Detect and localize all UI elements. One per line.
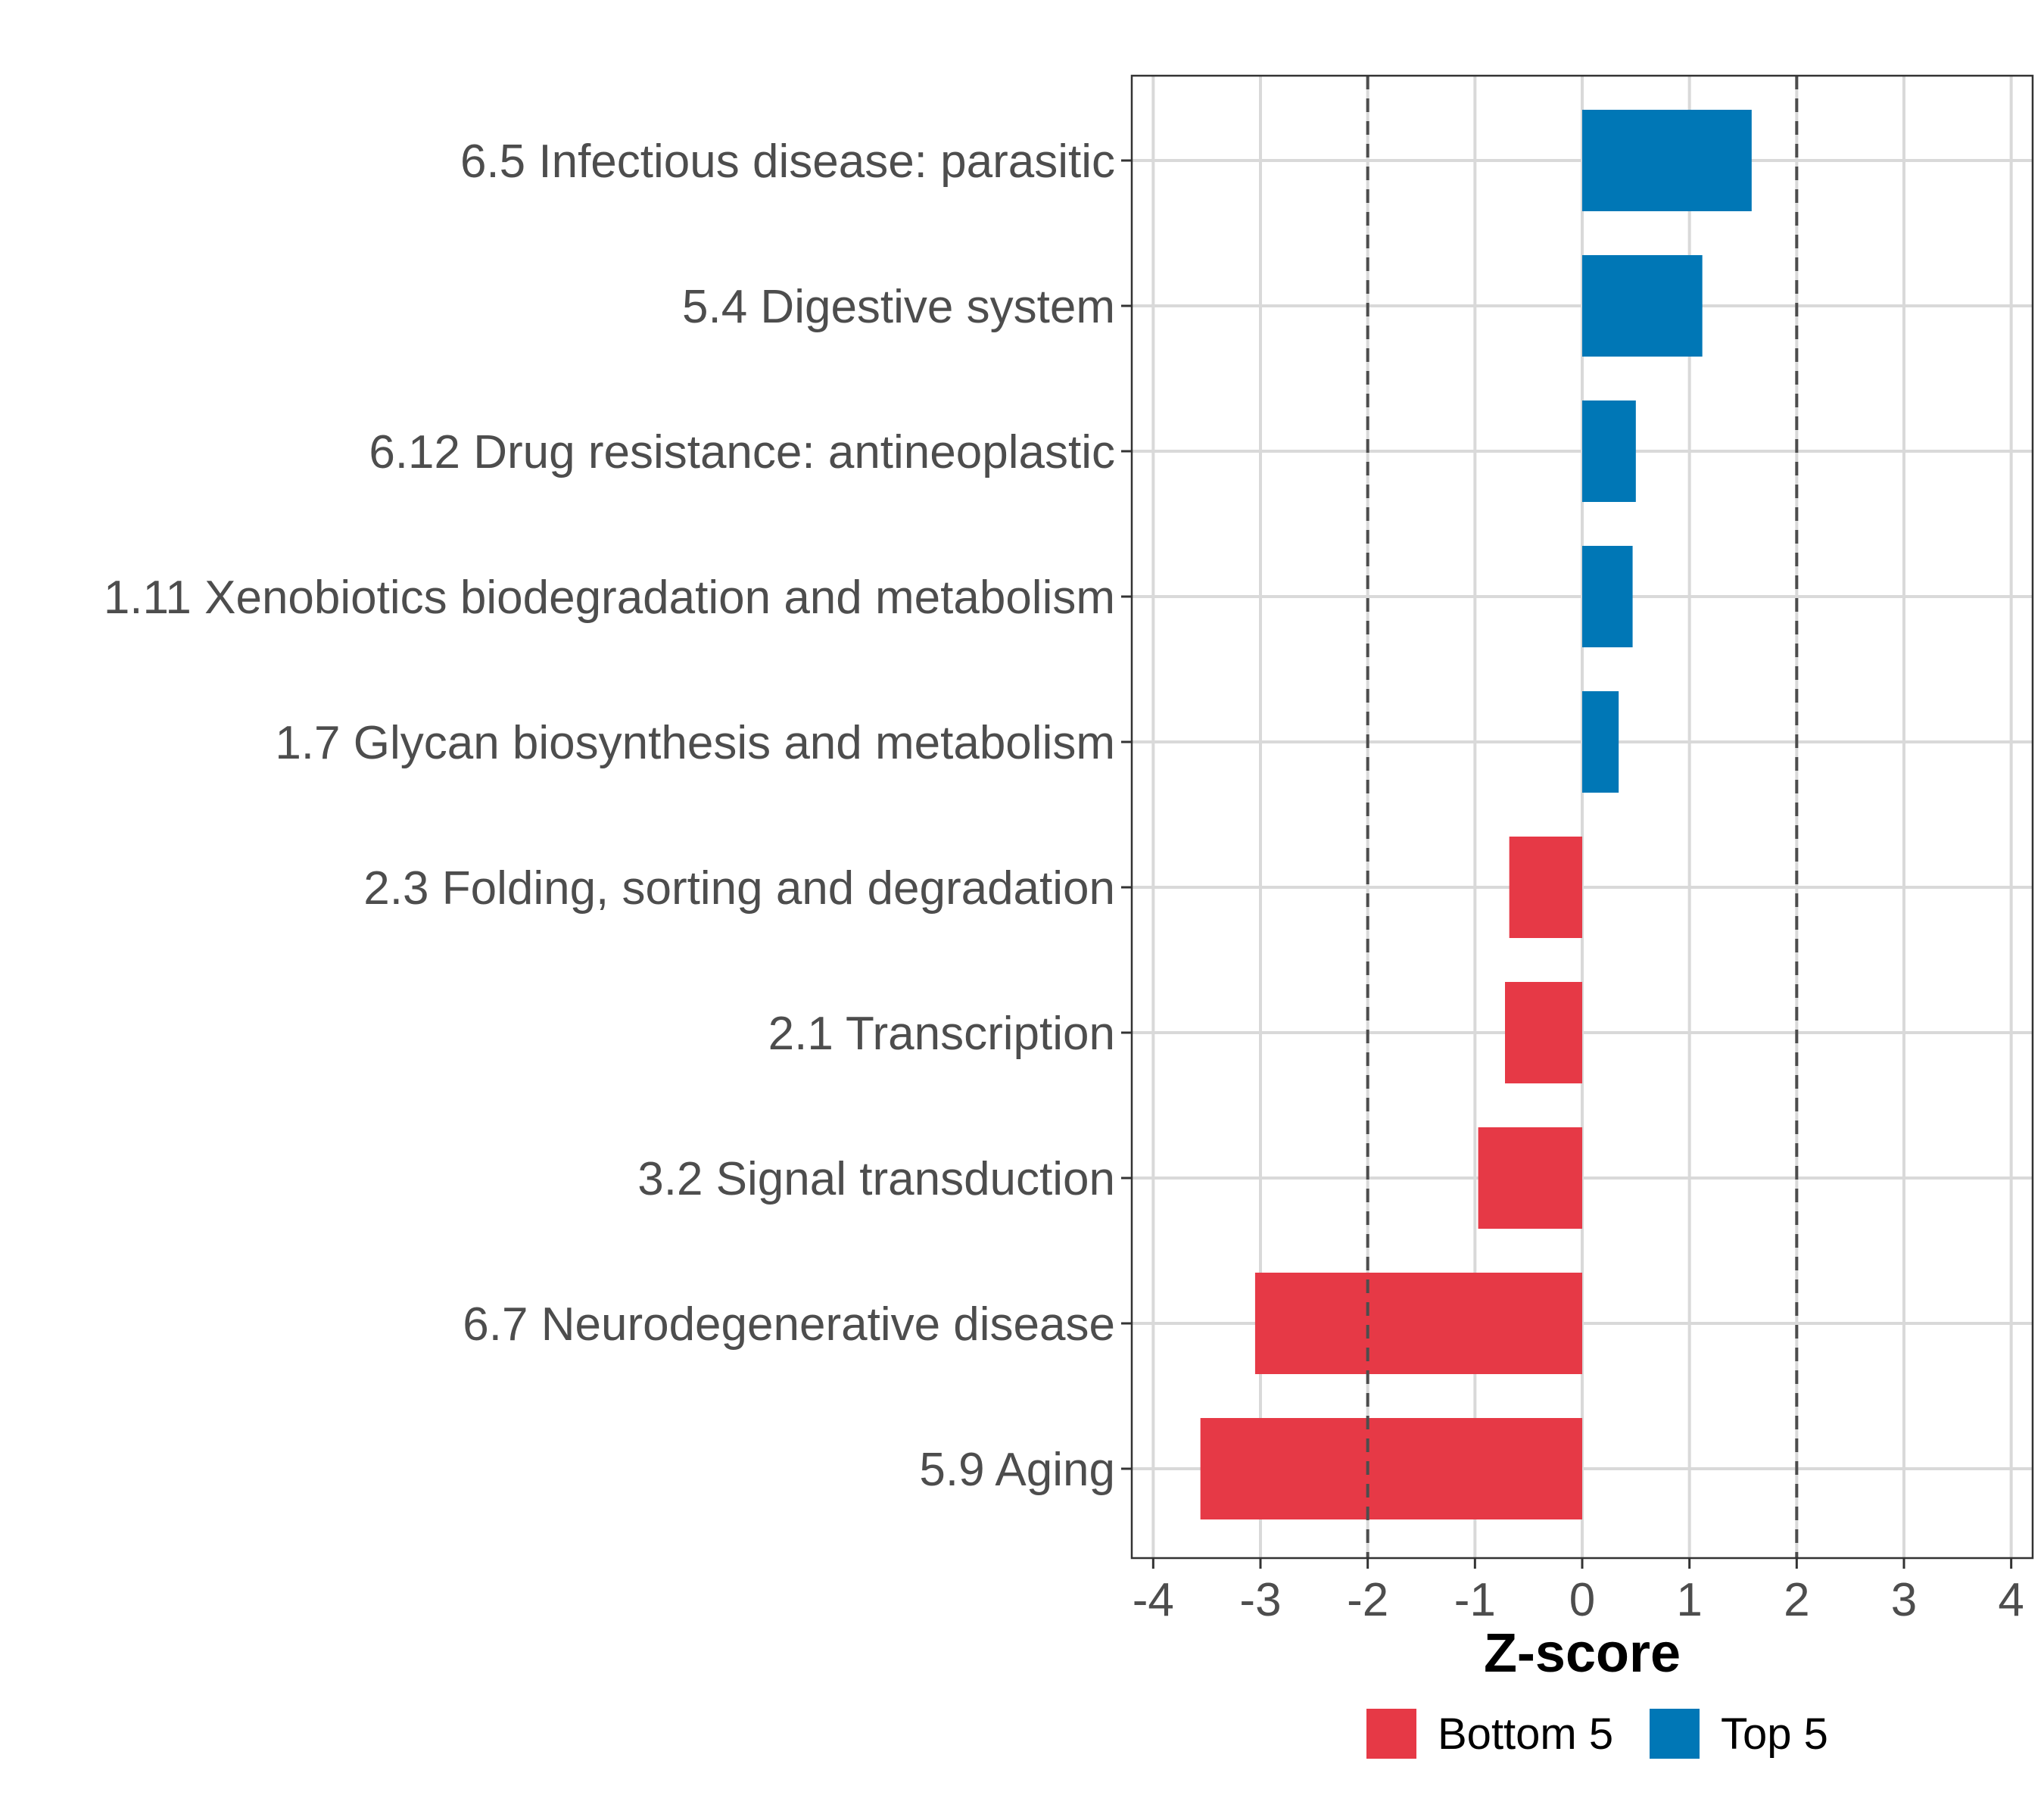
x-tick-label: -2 xyxy=(1347,1574,1388,1626)
legend-key xyxy=(1650,1709,1700,1759)
category-label: 3.2 Signal transduction xyxy=(637,1153,1115,1205)
x-tick-label: 3 xyxy=(1891,1574,1917,1626)
x-tick-label: -1 xyxy=(1454,1574,1496,1626)
bar xyxy=(1200,1418,1582,1519)
category-label: 2.3 Folding, sorting and degradation xyxy=(363,862,1115,915)
legend-key xyxy=(1366,1709,1416,1759)
category-label: 6.12 Drug resistance: antineoplastic xyxy=(369,426,1115,478)
x-tick-label: 0 xyxy=(1569,1574,1595,1626)
bar xyxy=(1254,1273,1582,1374)
bar xyxy=(1478,1127,1582,1229)
category-label: 6.5 Infectious disease: parasitic xyxy=(460,136,1115,188)
x-tick-label: 1 xyxy=(1676,1574,1702,1626)
category-label: 1.11 Xenobiotics biodegradation and meta… xyxy=(104,572,1115,624)
bar xyxy=(1509,837,1582,938)
legend-label: Bottom 5 xyxy=(1438,1709,1613,1759)
x-axis: -4 -3 -2 -1 0 1 2 3 4 xyxy=(1133,1558,2024,1626)
threshold-lines xyxy=(1366,76,1799,1558)
category-label: 5.4 Digestive system xyxy=(682,281,1115,333)
y-axis: 6.5 Infectious disease: parasitic 5.4 Dig… xyxy=(104,136,1132,1496)
x-tick-label: -3 xyxy=(1239,1574,1281,1626)
bar xyxy=(1505,982,1582,1083)
legend: Bottom 5 Top 5 xyxy=(1366,1709,1828,1759)
legend-label: Top 5 xyxy=(1721,1709,1828,1759)
category-label: 6.7 Neurodegenerative disease xyxy=(463,1298,1115,1351)
category-label: 2.1 Transcription xyxy=(768,1008,1115,1060)
bar xyxy=(1582,691,1619,793)
x-tick-label: 4 xyxy=(1998,1574,2024,1626)
bar xyxy=(1582,110,1752,211)
bar xyxy=(1582,255,1703,357)
x-tick-label: -4 xyxy=(1133,1574,1174,1626)
bar xyxy=(1582,546,1633,647)
category-label: 5.9 Aging xyxy=(919,1444,1115,1496)
x-tick-label: 2 xyxy=(1784,1574,1809,1626)
category-label: 1.7 Glycan biosynthesis and metabolism xyxy=(275,717,1115,769)
x-axis-title: Z-score xyxy=(1484,1623,1681,1684)
bars xyxy=(1200,110,1752,1519)
bar xyxy=(1582,400,1636,502)
